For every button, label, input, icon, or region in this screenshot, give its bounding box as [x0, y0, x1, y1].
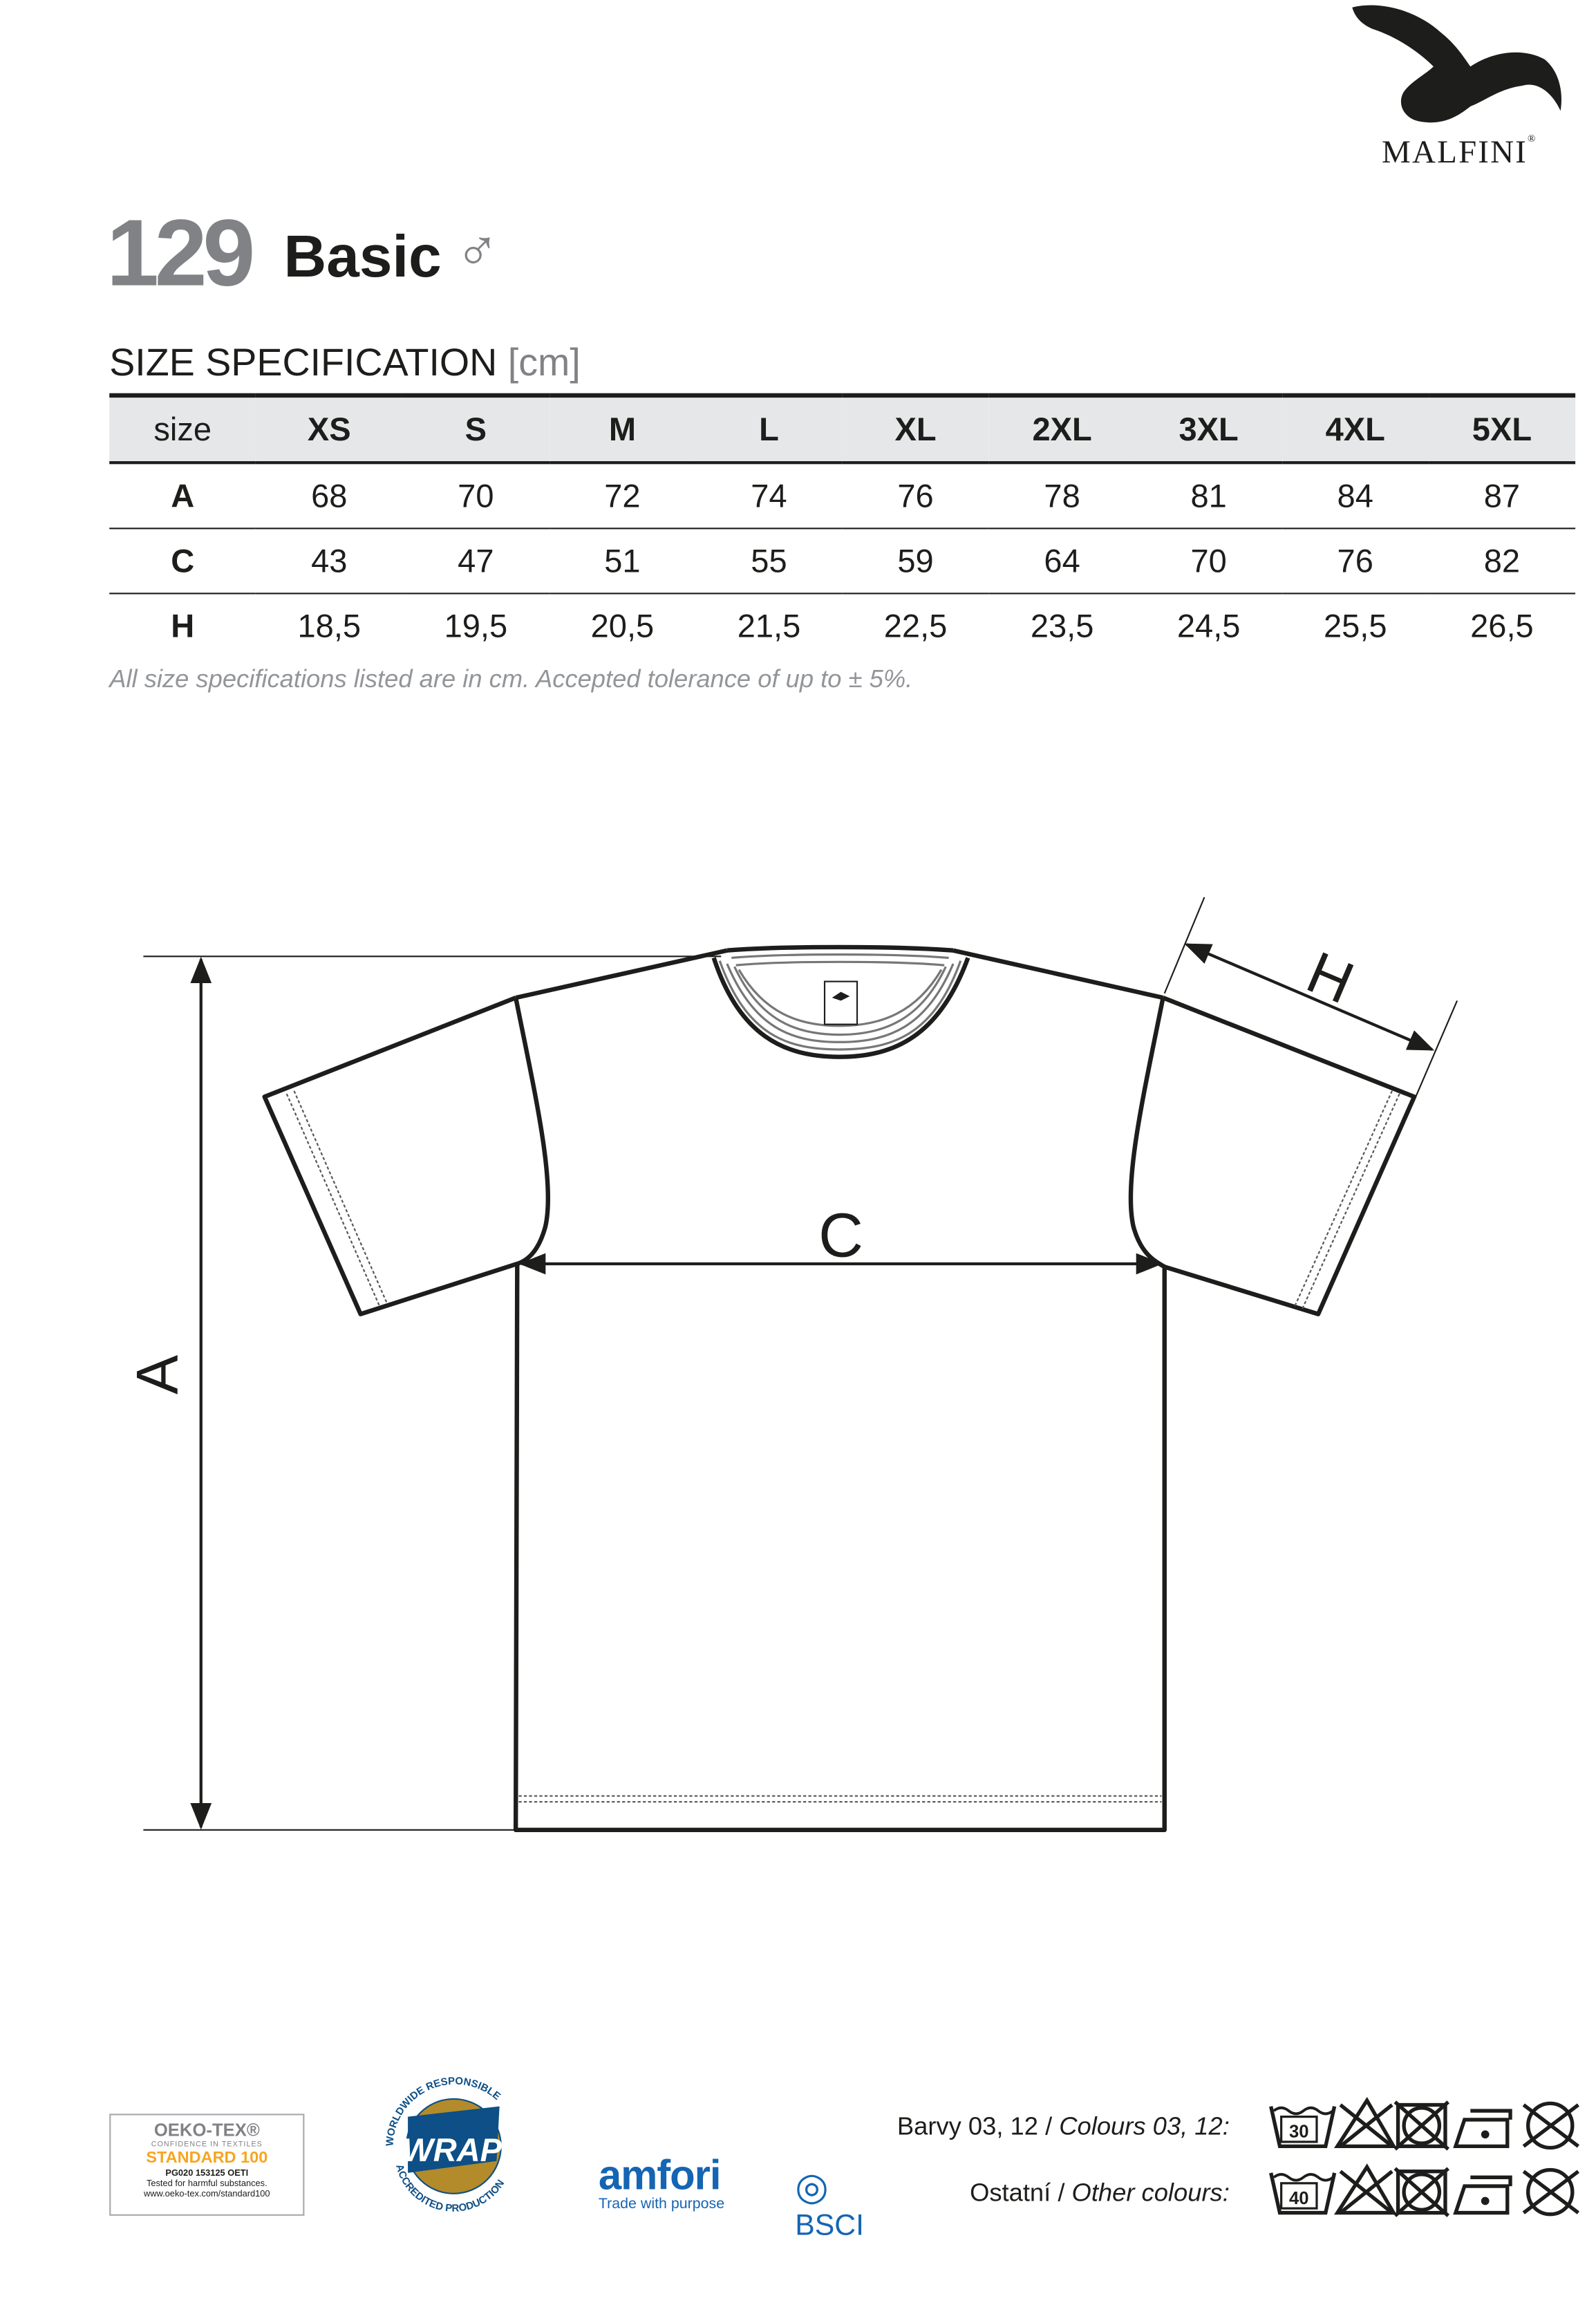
size-value: 20,5 — [590, 606, 655, 644]
section-title: SIZE SPECIFICATION [cm] — [109, 339, 581, 384]
product-name: Basic — [283, 224, 442, 290]
table-row: A 68 70 72 74 76 78 81 84 87 — [109, 463, 1576, 529]
size-value: 87 — [1483, 476, 1521, 514]
eagle-icon — [1352, 5, 1561, 123]
label-a: A — [125, 1355, 191, 1394]
oeko-line2: www.oeko-tex.com/standard100 — [144, 2190, 270, 2200]
dimension-arrows — [190, 943, 1435, 1830]
product-code: 129 — [106, 199, 255, 306]
svg-text:ACCREDITED PRODUCTION: ACCREDITED PRODUCTION — [393, 2163, 507, 2214]
size-value: 81 — [1190, 476, 1227, 514]
no-dry-clean-icon — [1522, 2101, 1579, 2150]
amfori-name: amfori — [598, 2152, 722, 2199]
size-value: 43 — [311, 541, 348, 579]
label-c: C — [818, 1201, 863, 1270]
dimension-h-arrow — [1184, 943, 1435, 1051]
neck-label-eagle-icon — [832, 991, 850, 1001]
oeko-line1: Tested for harmful substances. — [146, 2180, 267, 2189]
size-value: 25,5 — [1323, 606, 1387, 644]
svg-text:40: 40 — [1289, 2189, 1309, 2208]
oeko-sub: CONFIDENCE IN TEXTILES — [151, 2140, 263, 2150]
header-cell: XS — [307, 410, 351, 447]
row-label: C — [171, 541, 195, 579]
size-value: 74 — [751, 476, 787, 514]
size-value: 78 — [1044, 476, 1080, 514]
no-tumble-dry-icon — [1393, 2167, 1450, 2217]
size-value: 76 — [897, 476, 934, 514]
stitching — [285, 1090, 1400, 1803]
size-value: 70 — [1190, 541, 1227, 579]
ribbed-collar — [718, 953, 962, 1051]
size-value: 70 — [458, 476, 494, 514]
amfori-tagline: Trade with purpose — [598, 2196, 725, 2213]
size-value: 47 — [458, 541, 494, 579]
size-value: 23,5 — [1030, 606, 1094, 644]
wrap-top-text: WORLDWIDE RESPONSIBLE — [384, 2075, 503, 2146]
neck-label — [823, 980, 858, 1025]
iron-low-icon — [1453, 2175, 1512, 2215]
amfori-swirl-icon: ◎ — [795, 2164, 829, 2209]
svg-text:30: 30 — [1289, 2123, 1309, 2142]
size-value: 84 — [1337, 476, 1373, 514]
header-cell: 3XL — [1179, 410, 1239, 447]
amfori-bsci: ◎ BSCI — [795, 2164, 864, 2243]
care-row-2-label: Ostatní / Other colours: — [970, 2179, 1230, 2208]
table-row: H 18,5 19,5 20,5 21,5 22,5 23,5 24,5 25,5 26,5 — [109, 593, 1575, 657]
header-cell: 4XL — [1325, 410, 1385, 447]
bsci-text: BSCI — [795, 2210, 865, 2243]
oeko-tex-badge: OEKO-TEX® CONFIDENCE IN TEXTILES STANDAR… — [109, 2114, 305, 2216]
header-cell: 5XL — [1472, 410, 1532, 447]
header-cell: XL — [894, 410, 937, 447]
header-cell: L — [759, 410, 779, 447]
header-cell: S — [464, 410, 487, 447]
size-value: 82 — [1483, 541, 1521, 579]
header-cell: M — [608, 410, 637, 447]
size-value: 68 — [311, 476, 348, 514]
label-h: H — [1297, 940, 1362, 1017]
brand-logo: MALFINI® — [1382, 133, 1537, 170]
header-cell: size — [153, 410, 212, 447]
oeko-standard: STANDARD 100 — [146, 2149, 268, 2168]
wash-tub-icon: 40 — [1269, 2172, 1337, 2215]
size-value: 64 — [1044, 541, 1080, 579]
wrap-main: WRAP — [402, 2131, 502, 2168]
wash-tub-icon: 30 — [1269, 2106, 1337, 2149]
size-value: 76 — [1337, 541, 1373, 579]
size-value: 55 — [751, 541, 787, 579]
tolerance-note: All size specifications listed are in cm… — [109, 665, 913, 693]
row-label: H — [171, 606, 195, 644]
table-header-row: size XS S M L XL 2XL 3XL 4XL 5XL — [109, 395, 1576, 463]
wrap-bottom-text: ACCREDITED PRODUCTION — [393, 2163, 507, 2214]
oeko-code: PG020 153125 OETI — [165, 2169, 249, 2179]
tshirt-diagram: A C H — [125, 897, 1458, 1833]
no-dry-clean-icon — [1522, 2167, 1579, 2217]
shirt-outline — [262, 944, 1417, 1833]
iron-low-icon — [1453, 2109, 1512, 2149]
amfori-bsci-logo: amfori ◎ BSCI Trade with purpose — [598, 2152, 864, 2242]
header-cell: 2XL — [1032, 410, 1092, 447]
no-bleach-icon — [1333, 2163, 1397, 2215]
male-symbol-icon: ♂ — [455, 218, 500, 284]
size-value: 19,5 — [444, 606, 508, 644]
size-value: 22,5 — [883, 606, 948, 644]
size-value: 72 — [604, 476, 641, 514]
oeko-title: OEKO-TEX® — [153, 2119, 260, 2140]
svg-text:WORLDWIDE RESPONSIBLE: WORLDWIDE RESPONSIBLE — [384, 2075, 503, 2146]
table-row: C 43 47 51 55 59 64 70 76 82 — [109, 528, 1576, 594]
size-value: 18,5 — [297, 606, 362, 644]
size-value: 59 — [897, 541, 934, 579]
no-bleach-icon — [1333, 2096, 1397, 2149]
size-value: 21,5 — [737, 606, 801, 644]
size-value: 26,5 — [1470, 606, 1534, 644]
size-value: 24,5 — [1176, 606, 1241, 644]
care-row-1-label: Barvy 03, 12 / Colours 03, 12: — [896, 2112, 1230, 2140]
row-label: A — [171, 476, 195, 514]
size-value: 51 — [604, 541, 641, 579]
size-table: size XS S M L XL 2XL 3XL 4XL 5XL A 68 70 72… — [109, 393, 1576, 658]
no-tumble-dry-icon — [1393, 2100, 1450, 2151]
